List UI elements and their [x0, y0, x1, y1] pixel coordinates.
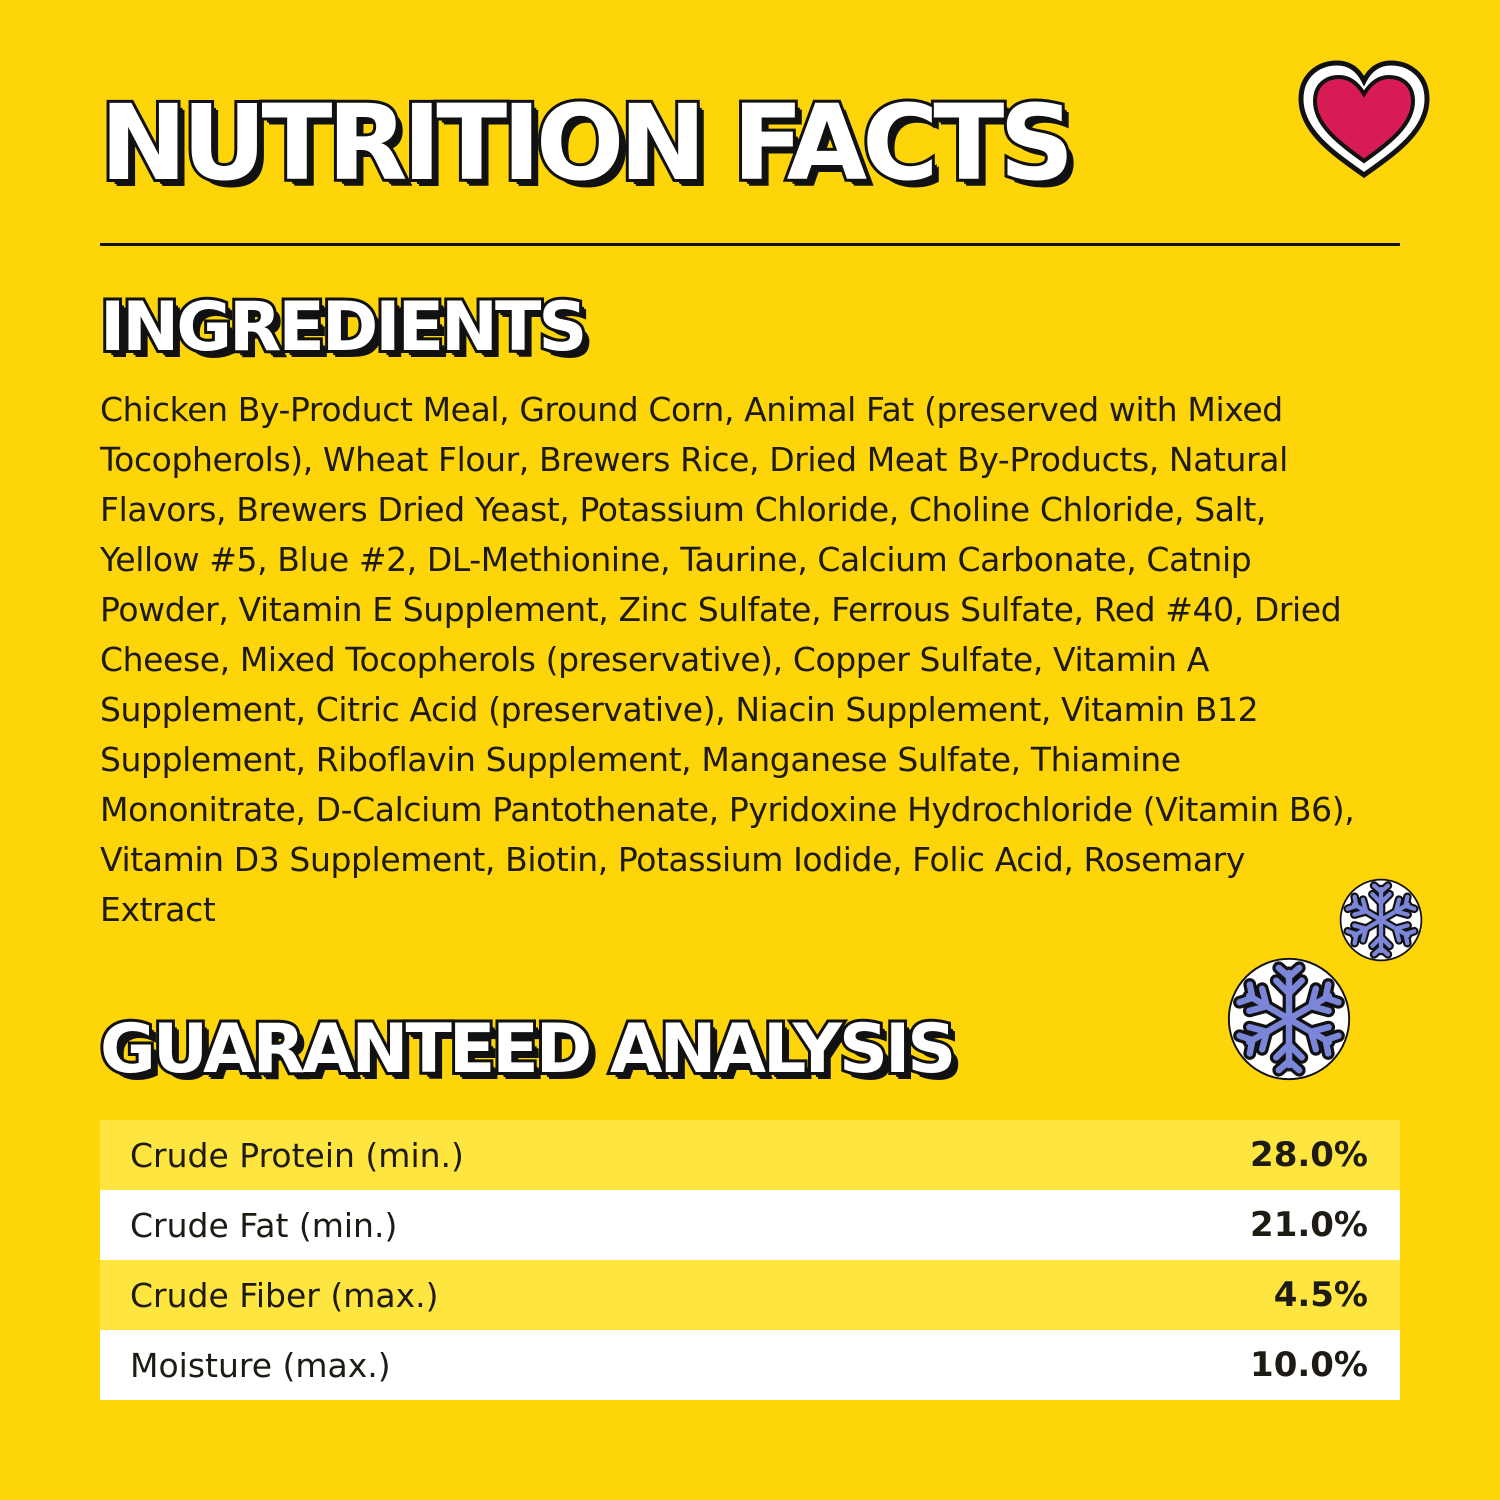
heart-icon — [1298, 60, 1430, 179]
table-row: Crude Fiber (max.) 4.5% — [100, 1260, 1400, 1330]
ingredients-heading: INGREDIENTS — [97, 285, 590, 370]
table-row: Moisture (max.) 10.0% — [100, 1330, 1400, 1400]
analysis-table: Crude Protein (min.) 28.0% Crude Fat (mi… — [100, 1120, 1400, 1400]
row-label: Crude Fiber (max.) — [130, 1275, 439, 1315]
row-label: Moisture (max.) — [130, 1345, 391, 1385]
row-label: Crude Protein (min.) — [130, 1135, 464, 1175]
table-row: Crude Fat (min.) 21.0% — [100, 1190, 1400, 1260]
ingredients-list: Chicken By-Product Meal, Ground Corn, An… — [100, 390, 1355, 929]
analysis-heading: GUARANTEED ANALYSIS — [97, 1007, 959, 1092]
divider — [100, 243, 1400, 246]
table-row: Crude Protein (min.) 28.0% — [100, 1120, 1400, 1190]
row-value: 28.0% — [1250, 1135, 1368, 1175]
snowflake-icon — [1339, 878, 1423, 962]
row-value: 4.5% — [1273, 1275, 1368, 1315]
page-title: NUTRITION FACTS — [97, 79, 1077, 207]
row-label: Crude Fat (min.) — [130, 1205, 398, 1245]
snowflake-icon — [1227, 957, 1351, 1081]
row-value: 21.0% — [1250, 1205, 1368, 1245]
row-value: 10.0% — [1250, 1345, 1368, 1385]
